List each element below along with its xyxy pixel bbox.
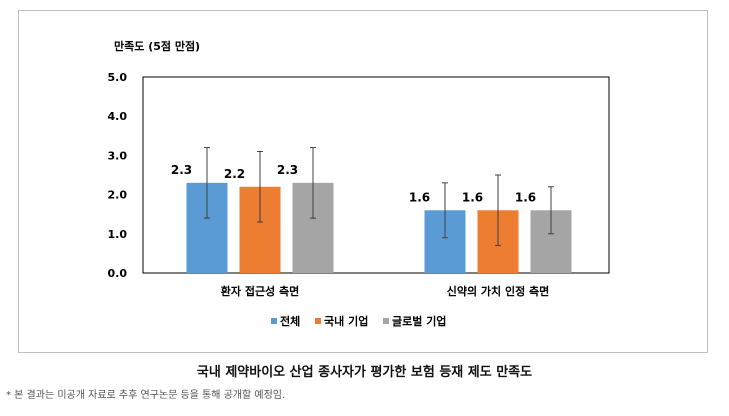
y-tick-label: 4.0: [108, 110, 128, 123]
chart-frame: [18, 10, 708, 353]
category-label: 신약의 가치 인정 측면: [447, 284, 550, 298]
footnote: * 본 결과는 미공개 자료로 추후 연구논문 등을 통해 공개할 예정임.: [6, 390, 286, 401]
data-label: 2.3: [171, 163, 192, 177]
y-tick-label: 1.0: [108, 228, 128, 241]
data-label: 1.6: [462, 190, 483, 204]
y-axis-label: 만족도 (5점 만점): [114, 39, 200, 53]
plot-area-border: [142, 76, 610, 274]
y-tick-label: 2.0: [108, 189, 128, 202]
data-label: 1.6: [409, 190, 430, 204]
legend-label: 글로벌 기업: [392, 314, 446, 328]
data-label: 2.3: [277, 163, 298, 177]
data-label: 1.6: [515, 190, 536, 204]
y-tick-label: 5.0: [108, 71, 128, 84]
legend-label: 전체: [280, 314, 300, 328]
data-label: 2.2: [224, 167, 245, 181]
legend-swatch: [315, 318, 321, 324]
legend-swatch: [271, 318, 277, 324]
legend-swatch: [383, 318, 389, 324]
chart-caption: 국내 제약바이오 산업 종사자가 평가한 보험 등재 제도 만족도: [196, 365, 533, 380]
y-tick-label: 0.0: [108, 267, 128, 280]
y-tick-label: 3.0: [108, 149, 128, 162]
category-label: 환자 접근성 측면: [221, 284, 300, 298]
legend-label: 국내 기업: [324, 314, 368, 328]
